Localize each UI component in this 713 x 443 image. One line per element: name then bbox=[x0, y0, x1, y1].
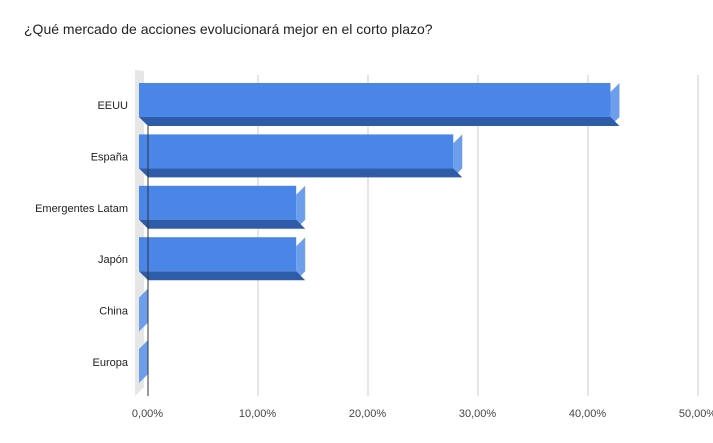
bar-side-face bbox=[296, 185, 306, 229]
bar-zero-sliver bbox=[139, 288, 148, 332]
bar-front-face bbox=[139, 83, 611, 117]
x-tick-label: 20,00% bbox=[349, 408, 387, 420]
bar bbox=[139, 288, 148, 332]
bar-bottom-face bbox=[139, 219, 306, 229]
bar-front-face bbox=[139, 185, 297, 220]
category-label: China bbox=[99, 306, 129, 318]
x-tick-label: 50,00% bbox=[679, 408, 713, 420]
category-label: Europa bbox=[93, 357, 129, 369]
bar bbox=[139, 185, 306, 229]
bar-side-face bbox=[453, 134, 463, 178]
x-tick-label: 30,00% bbox=[459, 408, 497, 420]
category-label: Emergentes Latam bbox=[35, 203, 128, 215]
x-tick-label: 0,00% bbox=[132, 408, 163, 420]
bar bbox=[139, 340, 148, 383]
category-label: EEUU bbox=[97, 100, 128, 112]
bar-zero-sliver bbox=[139, 340, 148, 383]
bar-front-face bbox=[139, 237, 297, 272]
x-tick-label: 10,00% bbox=[239, 408, 277, 420]
bar bbox=[139, 83, 620, 126]
bar bbox=[139, 237, 306, 281]
category-label: Japón bbox=[98, 254, 128, 266]
bar-front-face bbox=[139, 134, 454, 169]
bar-bottom-face bbox=[139, 117, 620, 126]
category-label: España bbox=[91, 151, 129, 163]
bar-bottom-face bbox=[139, 168, 463, 178]
x-tick-label: 40,00% bbox=[569, 408, 607, 420]
bar-side-face bbox=[296, 237, 306, 281]
bar-side-face bbox=[610, 83, 620, 126]
chart-title: ¿Qué mercado de acciones evolucionará me… bbox=[24, 21, 433, 37]
bar bbox=[139, 134, 463, 178]
bar-bottom-face bbox=[139, 271, 306, 281]
